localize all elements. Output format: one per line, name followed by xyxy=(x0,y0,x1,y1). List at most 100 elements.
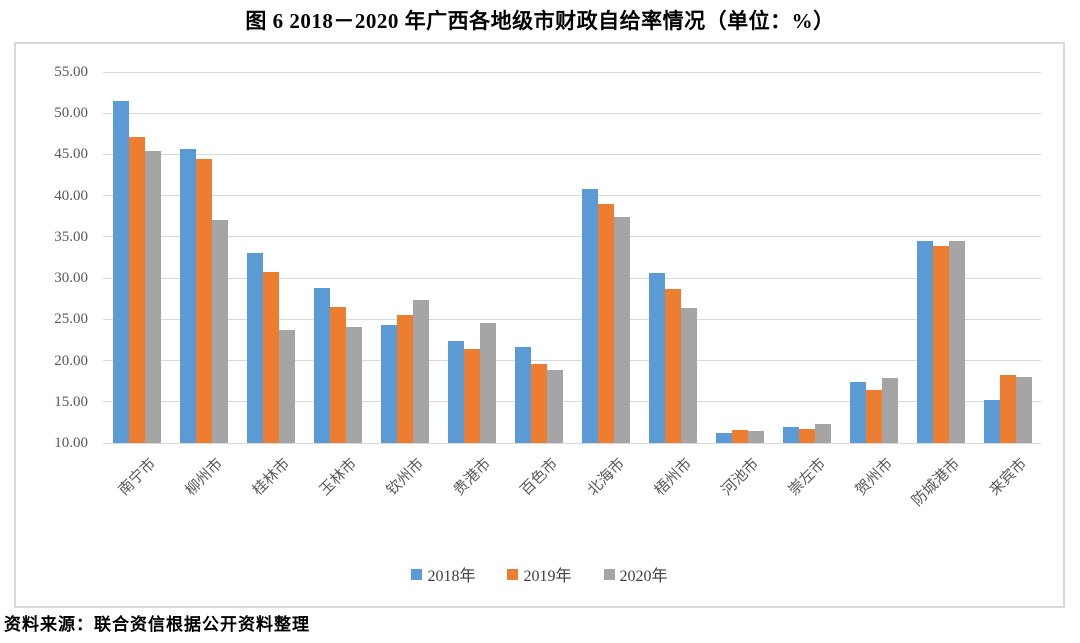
bar-2019年 xyxy=(329,306,346,443)
gridline xyxy=(103,401,1041,403)
y-axis-tick-label: 55.00 xyxy=(54,64,88,80)
bar-group xyxy=(371,72,438,443)
bar-2018年 xyxy=(916,241,933,443)
bar-group xyxy=(304,72,371,443)
bar-2018年 xyxy=(313,288,330,443)
bar-group xyxy=(505,72,572,443)
bar-2018年 xyxy=(782,426,799,443)
x-axis-category-label: 南宁市 xyxy=(115,455,159,499)
legend-swatch-icon xyxy=(507,568,519,580)
bar-2019年 xyxy=(597,203,614,443)
bar-group xyxy=(840,72,907,443)
y-axis-tick-label: 30.00 xyxy=(54,270,88,287)
bar-2018年 xyxy=(380,325,397,443)
source-note: 资料来源：联合资信根据公开资料整理 xyxy=(4,615,310,634)
y-axis-tick-label: 40.00 xyxy=(54,187,88,204)
bar-2019年 xyxy=(999,375,1016,443)
legend-label: 2020年 xyxy=(619,568,668,585)
bar-2020年 xyxy=(948,241,965,443)
bar-group xyxy=(907,72,974,443)
x-axis-category-label: 河池市 xyxy=(718,455,762,499)
bar-2018年 xyxy=(447,340,464,443)
bar-2018年 xyxy=(983,400,1000,443)
x-axis-category-label: 桂林市 xyxy=(249,455,293,499)
chart-frame: 2018年 2019年 2020年 10.00 15.00 20.00 25.00 30.0… xyxy=(14,42,1065,608)
bar-2018年 xyxy=(246,252,263,443)
bar-2019年 xyxy=(664,288,681,443)
bar-2020年 xyxy=(278,330,295,443)
x-axis-category-label: 柳州市 xyxy=(182,455,226,499)
y-axis-tick-label: 15.00 xyxy=(54,393,88,410)
bar-2019年 xyxy=(731,429,748,443)
bar-group xyxy=(572,72,639,443)
bar-group xyxy=(639,72,706,443)
legend-item: 2019年 xyxy=(507,562,572,586)
y-axis-tick-label: 25.00 xyxy=(54,311,88,328)
bar-group xyxy=(773,72,840,443)
gridline xyxy=(103,277,1041,279)
y-axis-tick-label: 35.00 xyxy=(54,228,88,245)
legend-item: 2018年 xyxy=(411,562,475,586)
bar-2019年 xyxy=(396,315,413,443)
bar-2018年 xyxy=(179,148,196,443)
gridline xyxy=(103,112,1041,114)
bar-2018年 xyxy=(112,100,129,443)
bar-2020年 xyxy=(814,424,831,443)
bar-group xyxy=(237,72,304,443)
bar-2019年 xyxy=(128,137,145,443)
gridline xyxy=(103,195,1041,197)
x-axis-category-label: 贺州市 xyxy=(852,455,896,499)
y-axis-tick-label: 20.00 xyxy=(54,352,88,369)
gridline xyxy=(103,318,1041,320)
x-axis-category-label: 崇左市 xyxy=(785,455,829,499)
bar-2019年 xyxy=(932,245,949,443)
bar-2019年 xyxy=(262,271,279,443)
bar-2020年 xyxy=(1015,377,1032,443)
gridline xyxy=(103,360,1041,362)
bar-2020年 xyxy=(546,369,563,443)
bar-2019年 xyxy=(530,363,547,443)
x-axis-category-label: 玉林市 xyxy=(316,455,360,499)
bar-2020年 xyxy=(881,377,898,443)
bar-2020年 xyxy=(144,151,161,443)
x-axis-category-label: 梧州市 xyxy=(651,455,695,499)
x-axis-category-label: 北海市 xyxy=(584,455,628,499)
x-axis-category-label: 百色市 xyxy=(517,455,561,499)
bar-2018年 xyxy=(581,189,598,443)
legend-item: 2020年 xyxy=(603,562,668,586)
y-axis-tick-label: 50.00 xyxy=(54,105,88,122)
bar-2019年 xyxy=(865,390,882,443)
gridline xyxy=(103,153,1041,155)
bar-2018年 xyxy=(715,433,732,443)
bar-2020年 xyxy=(613,217,630,443)
y-axis-tick-label: 10.00 xyxy=(54,435,88,451)
x-axis-category-label: 来宾市 xyxy=(986,455,1030,499)
bar-group xyxy=(974,72,1041,443)
bar-2018年 xyxy=(849,382,866,443)
bar-2019年 xyxy=(195,159,212,443)
bar-2018年 xyxy=(648,273,665,443)
bar-2018年 xyxy=(514,347,531,443)
bar-2020年 xyxy=(211,220,228,443)
bar-2020年 xyxy=(412,300,429,443)
x-axis-category-label: 钦州市 xyxy=(383,455,427,499)
bar-2020年 xyxy=(680,307,697,443)
x-axis-category-label: 防城港市 xyxy=(908,455,963,510)
y-axis-tick-label: 45.00 xyxy=(54,146,88,163)
bar-group xyxy=(170,72,237,443)
bar-group xyxy=(103,72,170,443)
legend-swatch-icon xyxy=(411,568,423,580)
chart-title: 图 6 2018－2020 年广西各地级市财政自给率情况（单位：%） xyxy=(245,9,835,33)
x-axis-category-label: 贵港市 xyxy=(450,455,494,499)
bar-group xyxy=(706,72,773,443)
legend-label: 2019年 xyxy=(523,568,572,585)
bar-2020年 xyxy=(479,323,496,443)
legend-swatch-icon xyxy=(603,568,615,580)
bar-2020年 xyxy=(345,326,362,443)
gridline xyxy=(103,71,1041,73)
gridline xyxy=(103,442,1041,444)
bar-2020年 xyxy=(747,431,764,443)
bar-2019年 xyxy=(798,429,815,443)
plot-area xyxy=(103,71,1041,444)
